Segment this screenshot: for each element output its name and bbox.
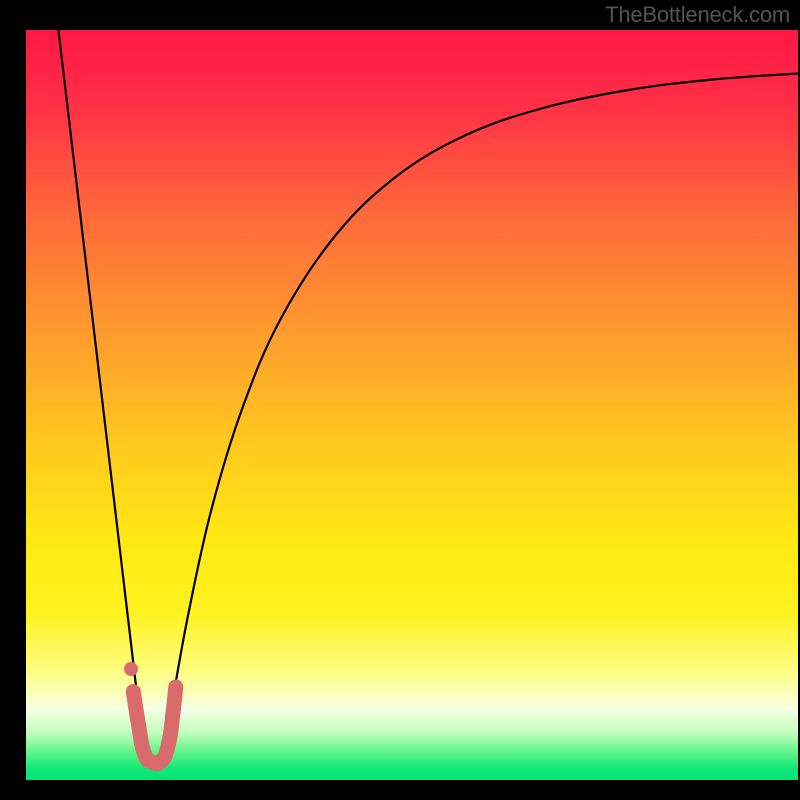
salmon-dot [124,662,138,676]
gradient-plot-area [26,30,798,780]
chart-container: TheBottleneck.com [0,0,800,800]
bottleneck-chart-svg [0,0,800,800]
watermark-text: TheBottleneck.com [605,2,790,28]
